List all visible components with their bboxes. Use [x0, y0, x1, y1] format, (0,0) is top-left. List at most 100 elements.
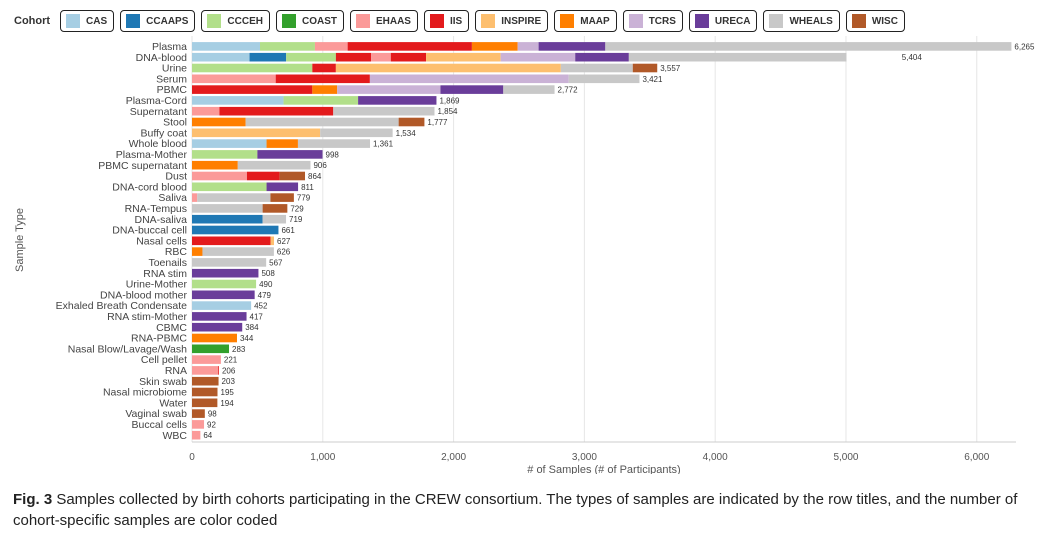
- bar-segment-wheals[interactable]: [320, 128, 393, 138]
- bar-segment-ehaas[interactable]: [371, 52, 391, 62]
- total-label: 779: [297, 194, 311, 203]
- bar-segment-ccaaps[interactable]: [192, 214, 263, 224]
- bar-segment-wheals[interactable]: [197, 193, 271, 202]
- legend-item-coast[interactable]: COAST: [275, 10, 344, 32]
- bar-segment-inspire[interactable]: [426, 52, 501, 62]
- bar-segment-iis[interactable]: [192, 236, 271, 246]
- bar-segment-wheals[interactable]: [503, 85, 555, 94]
- legend-item-ccaaps[interactable]: CCAAPS: [120, 10, 196, 32]
- bar-segment-wheals[interactable]: [237, 160, 311, 170]
- bar-segment-wisc[interactable]: [270, 193, 294, 202]
- bar-segment-inspire[interactable]: [270, 236, 275, 246]
- bar-segment-cas[interactable]: [192, 301, 252, 310]
- bar-segment-maap[interactable]: [192, 160, 238, 170]
- bar-segment-cas[interactable]: [192, 139, 267, 148]
- category-label: Dust: [165, 171, 187, 183]
- bar-segment-ureca[interactable]: [192, 290, 255, 300]
- bar-segment-iis[interactable]: [347, 42, 472, 51]
- bar-segment-wheals[interactable]: [262, 214, 287, 224]
- legend-item-wisc[interactable]: WISC: [845, 10, 905, 32]
- bar-segment-ureca[interactable]: [440, 85, 504, 94]
- bar-segment-ureca[interactable]: [192, 268, 259, 278]
- bar-segment-wisc[interactable]: [192, 376, 219, 386]
- bar-segment-wheals[interactable]: [245, 117, 399, 127]
- legend-item-inspire[interactable]: INSPIRE: [475, 10, 549, 32]
- bar-segment-ccaaps[interactable]: [192, 225, 279, 235]
- bar-segment-maap[interactable]: [192, 247, 203, 256]
- bar-segment-wheals[interactable]: [333, 106, 435, 116]
- bar-segment-ehaas[interactable]: [314, 42, 348, 51]
- bar-segment-ehaas[interactable]: [192, 193, 198, 202]
- bar-segment-ureca[interactable]: [358, 96, 437, 105]
- bar-segment-ccceh[interactable]: [192, 63, 313, 73]
- bar-segment-maap[interactable]: [471, 42, 518, 51]
- bar-segment-ccceh[interactable]: [192, 182, 267, 192]
- bar-segment-coast[interactable]: [192, 344, 230, 354]
- bar-segment-cas[interactable]: [192, 96, 284, 105]
- legend-item-iis[interactable]: IIS: [423, 10, 470, 32]
- bar-segment-iis[interactable]: [335, 52, 372, 62]
- bar-segment-tcrs[interactable]: [517, 42, 539, 51]
- bar-segment-wisc[interactable]: [398, 117, 425, 127]
- bar-segment-wisc[interactable]: [192, 409, 205, 418]
- bar-segment-iis[interactable]: [390, 52, 427, 62]
- bar-segment-wisc[interactable]: [262, 204, 288, 213]
- bar-segment-wisc[interactable]: [192, 387, 218, 397]
- bar-segment-ehaas[interactable]: [192, 430, 201, 440]
- bar-segment-ccceh[interactable]: [283, 96, 359, 105]
- bar-segment-tcrs[interactable]: [500, 52, 576, 62]
- bar-segment-inspire[interactable]: [335, 63, 561, 73]
- bar-segment-ehaas[interactable]: [192, 74, 276, 84]
- bar-segment-maap[interactable]: [192, 117, 246, 127]
- bar-segment-wheals[interactable]: [192, 204, 263, 213]
- bar-segment-wheals[interactable]: [628, 52, 847, 62]
- bar-segment-ccceh[interactable]: [192, 279, 257, 289]
- bar-segment-tcrs[interactable]: [337, 85, 441, 94]
- bar-segment-ccaaps[interactable]: [249, 52, 287, 62]
- bar-segment-maap[interactable]: [192, 333, 237, 343]
- bar-segment-ehaas[interactable]: [192, 106, 220, 116]
- bar-segment-ehaas[interactable]: [192, 420, 205, 429]
- bar-segment-wheals[interactable]: [202, 247, 274, 256]
- bar-segment-ureca[interactable]: [192, 322, 243, 332]
- bar-segment-wheals[interactable]: [605, 42, 1012, 51]
- bar-segment-inspire[interactable]: [192, 128, 321, 138]
- bar-segment-ureca[interactable]: [257, 150, 323, 159]
- bar-segment-iis[interactable]: [192, 85, 313, 94]
- bar-segment-ureca[interactable]: [538, 42, 606, 51]
- bar-segment-tcrs[interactable]: [369, 74, 569, 84]
- bar-segment-wisc[interactable]: [279, 171, 306, 181]
- bar-segment-wheals[interactable]: [192, 258, 267, 267]
- bar-segment-maap[interactable]: [266, 139, 298, 148]
- bar-segment-ehaas[interactable]: [192, 171, 247, 181]
- bar-segment-ehaas[interactable]: [192, 366, 219, 375]
- bar-segment-wheals[interactable]: [568, 74, 640, 84]
- bar-segment-wheals[interactable]: [560, 63, 633, 73]
- bar-segment-cas[interactable]: [192, 52, 250, 62]
- bar-segment-ccceh[interactable]: [286, 52, 336, 62]
- legend-item-ccceh[interactable]: CCCEH: [201, 10, 270, 32]
- bar-segment-iis[interactable]: [275, 74, 370, 84]
- bar-segment-ccceh[interactable]: [192, 150, 258, 159]
- bar-segment-iis[interactable]: [219, 106, 334, 116]
- bar-segment-iis[interactable]: [312, 63, 336, 73]
- bar-segment-ureca[interactable]: [266, 182, 299, 192]
- bar-segment-cas[interactable]: [192, 42, 261, 51]
- bar-segment-wisc[interactable]: [632, 63, 658, 73]
- legend-item-ehaas[interactable]: EHAAS: [349, 10, 418, 32]
- bar-segment-ureca[interactable]: [192, 312, 247, 321]
- legend-item-ureca[interactable]: URECA: [688, 10, 758, 32]
- bar-segment-ureca[interactable]: [575, 52, 629, 62]
- legend-item-maap[interactable]: MAAP: [554, 10, 617, 32]
- bar-segment-wisc[interactable]: [192, 398, 218, 408]
- bar-segment-iis[interactable]: [246, 171, 280, 181]
- bar-segment-ccceh[interactable]: [260, 42, 315, 51]
- legend-item-cas[interactable]: CAS: [60, 10, 115, 32]
- bar-segment-iis[interactable]: [218, 366, 219, 375]
- bar-segment-wheals[interactable]: [297, 139, 371, 148]
- bar-segment-maap[interactable]: [312, 85, 338, 94]
- legend-item-wheals[interactable]: WHEALS: [763, 10, 840, 32]
- legend-item-tcrs[interactable]: TCRS: [622, 10, 683, 32]
- bar-segment-ehaas[interactable]: [192, 355, 221, 364]
- x-axis-title: # of Samples (# of Participants): [527, 464, 680, 474]
